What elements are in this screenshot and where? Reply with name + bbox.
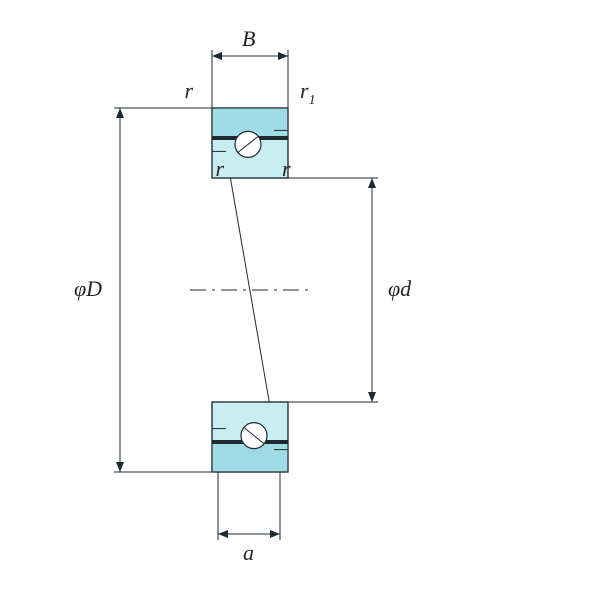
label-d: φd: [388, 276, 412, 301]
label-r-outer-left: r: [184, 78, 193, 103]
label-a: a: [243, 540, 254, 565]
label-r-inner-right: r: [282, 156, 291, 181]
label-B: B: [242, 26, 255, 51]
label-r-inner-left: r: [215, 156, 224, 181]
label-D: φD: [74, 276, 102, 301]
